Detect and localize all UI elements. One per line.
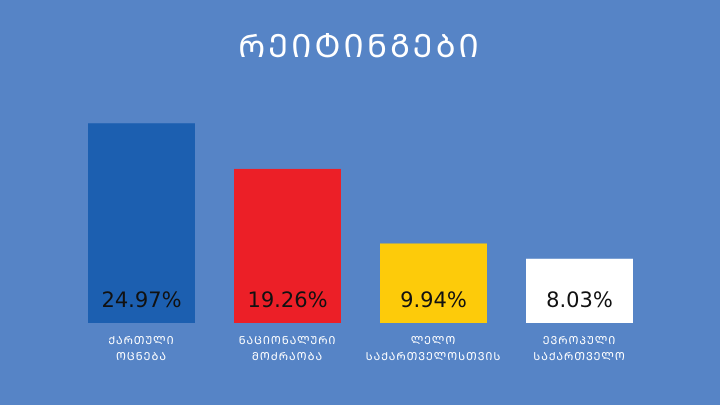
category-label: ᲝᲪᲜᲔᲑᲐ	[116, 350, 167, 363]
bar	[88, 123, 195, 324]
category-label: ᲥᲐᲠᲗᲣᲚᲘ	[108, 334, 174, 347]
category-label: ᲡᲐᲥᲐᲠᲗᲕᲔᲚᲝ	[533, 350, 626, 363]
bar	[234, 168, 341, 323]
value-label: 19.26%	[247, 288, 327, 312]
category-label: ᲡᲐᲥᲐᲠᲗᲕᲔᲚᲝᲡᲗᲕᲘᲡ	[366, 350, 502, 363]
category-label: ᲜᲐᲪᲘᲝᲜᲐᲚᲣᲠᲘ	[239, 334, 337, 347]
category-label: ᲔᲕᲠᲝᲞᲣᲚᲘ	[543, 334, 617, 347]
category-label: ᲚᲔᲚᲝ	[411, 334, 457, 347]
category-label: ᲛᲝᲫᲠᲐᲝᲑᲐ	[252, 350, 323, 363]
chart-title: ᲠᲔᲘᲢᲘᲜᲒᲔᲑᲘ	[238, 27, 482, 65]
bar	[526, 258, 633, 323]
bar	[380, 243, 487, 323]
value-label: 8.03%	[546, 288, 613, 312]
value-label: 9.94%	[400, 288, 467, 312]
value-label: 24.97%	[101, 288, 181, 312]
